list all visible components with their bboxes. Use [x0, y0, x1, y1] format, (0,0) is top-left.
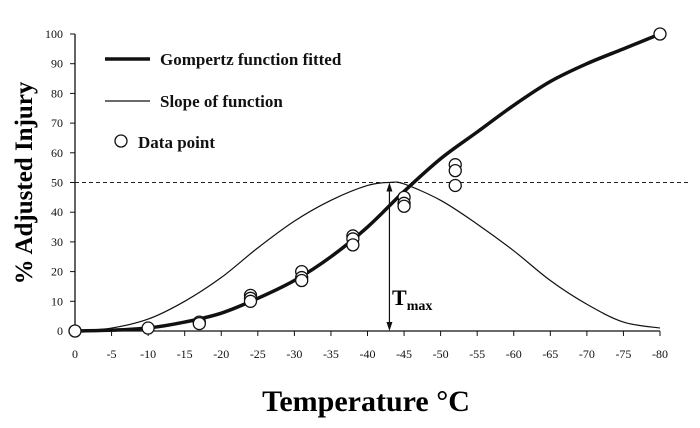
- x-tick-label: -10: [140, 347, 156, 361]
- slope-curve: [74, 181, 661, 332]
- y-tick-label: 20: [51, 265, 63, 279]
- tmax-label: Tmax: [392, 285, 432, 314]
- data-point: [141, 321, 155, 335]
- data-points: [68, 27, 667, 338]
- data-point: [448, 178, 462, 193]
- data-point: [653, 27, 667, 41]
- legend-label-points: Data point: [138, 133, 215, 152]
- y-tick-label: 30: [51, 235, 63, 249]
- data-point: [68, 324, 82, 338]
- x-tick-label: -45: [396, 347, 412, 361]
- x-tick-label: -75: [615, 347, 631, 361]
- tmax-arrow-head-bottom: [386, 322, 393, 331]
- x-tick-label: -70: [579, 347, 595, 361]
- tmax-arrow-head-top: [386, 182, 393, 192]
- data-point: [346, 238, 360, 252]
- data-point: [295, 273, 309, 288]
- legend-label-slope: Slope of function: [160, 92, 283, 111]
- y-tick-label: 90: [51, 57, 63, 71]
- x-tick-label: -60: [506, 347, 522, 361]
- legend: Gompertz function fitted Slope of functi…: [105, 50, 342, 152]
- x-tick-label: -35: [323, 347, 339, 361]
- tmax-annotation: Tmax: [392, 285, 432, 314]
- x-tick-label: -40: [360, 347, 376, 361]
- x-tick-label: 0: [72, 347, 78, 361]
- legend-label-gompertz: Gompertz function fitted: [160, 50, 342, 69]
- x-tick-label: -20: [213, 347, 229, 361]
- y-tick-label: 80: [51, 86, 63, 100]
- x-tick-label: -50: [433, 347, 449, 361]
- legend-swatch-points: [114, 134, 128, 148]
- curves: [74, 32, 661, 333]
- data-point: [243, 294, 258, 308]
- x-tick-label: -65: [542, 347, 558, 361]
- y-tick-label: 0: [57, 324, 63, 338]
- x-tick-label: -15: [177, 347, 193, 361]
- y-tick-label: 10: [51, 294, 63, 308]
- y-tick-label: 40: [51, 205, 63, 219]
- x-tick-label: -25: [250, 347, 266, 361]
- x-tick-label: -30: [286, 347, 302, 361]
- y-tick-label: 50: [51, 176, 63, 190]
- y-tick-label: 60: [51, 146, 63, 160]
- x-axis-label: Temperature °C: [262, 385, 470, 418]
- y-tick-label: 100: [45, 27, 63, 41]
- gompertz-curve: [74, 32, 661, 333]
- x-tick-label: -80: [652, 347, 668, 361]
- x-tick-label: -55: [469, 347, 485, 361]
- axes: 0 -5 -10 -15 -20 -25 -30 -35 -40 -45 -50 -55 -60 -65 -…: [45, 27, 690, 361]
- x-tick-label: -5: [107, 347, 117, 361]
- data-point: [192, 316, 206, 331]
- data-point: [397, 199, 411, 213]
- y-axis-label: % Adjusted Injury: [11, 81, 38, 284]
- y-tick-label: 70: [51, 116, 63, 130]
- data-point: [448, 163, 462, 178]
